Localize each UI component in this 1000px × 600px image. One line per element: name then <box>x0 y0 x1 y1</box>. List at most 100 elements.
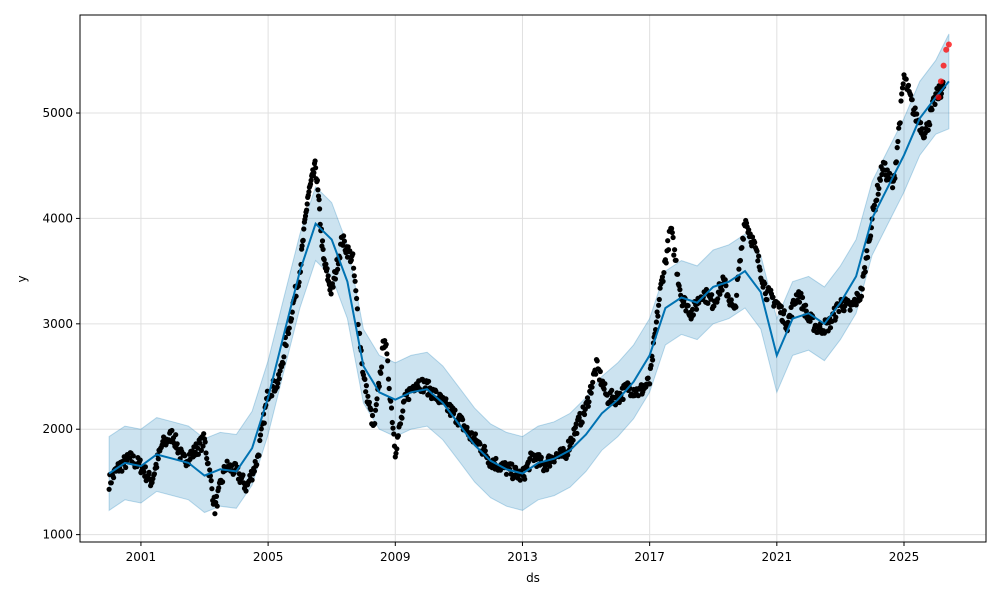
observed-point <box>717 291 723 297</box>
observed-point <box>725 293 731 299</box>
observed-point <box>733 304 739 310</box>
observed-point <box>836 308 842 315</box>
observed-point <box>503 471 510 477</box>
observed-point <box>313 165 319 171</box>
observed-point <box>914 111 920 117</box>
observed-point <box>921 134 928 140</box>
observed-point <box>648 362 654 369</box>
observed-point <box>898 98 904 104</box>
observed-point <box>335 266 341 272</box>
observed-point <box>314 177 320 183</box>
observed-point <box>565 452 571 458</box>
observed-point <box>330 284 336 290</box>
observed-point <box>584 395 591 401</box>
observed-point <box>207 467 213 473</box>
observed-point <box>315 187 321 193</box>
observed-point <box>372 421 378 427</box>
observed-point <box>589 384 595 390</box>
observed-point <box>275 380 281 386</box>
observed-point <box>538 454 544 460</box>
observed-point <box>803 302 809 308</box>
observed-point <box>201 431 207 437</box>
observed-point <box>301 226 307 232</box>
observed-point <box>386 385 392 392</box>
observed-point <box>345 244 351 250</box>
observed-point <box>896 125 902 131</box>
observed-point <box>261 420 267 426</box>
observed-point <box>406 396 412 403</box>
y-tick-label: 2000 <box>42 422 73 436</box>
observed-point <box>208 478 214 484</box>
observed-point <box>709 292 715 298</box>
observed-point <box>877 177 884 183</box>
observed-point <box>220 479 226 485</box>
observed-point <box>650 357 656 363</box>
observed-point <box>807 318 813 324</box>
observed-point <box>497 467 503 473</box>
observed-point <box>385 358 391 364</box>
observed-point <box>304 207 310 213</box>
observed-point <box>460 417 466 423</box>
observed-point <box>796 299 803 305</box>
observed-point <box>785 319 791 325</box>
observed-point <box>254 462 260 468</box>
observed-point <box>351 265 357 271</box>
observed-point <box>690 306 696 312</box>
observed-point <box>656 302 662 308</box>
observed-point <box>799 294 806 301</box>
observed-point <box>659 274 666 280</box>
observed-point <box>770 294 776 300</box>
observed-point <box>905 82 912 88</box>
observed-point <box>320 246 326 252</box>
observed-point <box>390 425 396 431</box>
observed-point <box>746 227 752 233</box>
observed-point <box>876 185 882 192</box>
observed-point <box>257 437 263 444</box>
observed-point <box>862 265 868 271</box>
observed-point <box>929 107 935 113</box>
observed-point <box>317 206 323 212</box>
observed-point <box>464 424 470 430</box>
observed-point <box>781 308 787 314</box>
observed-point <box>325 273 331 279</box>
observed-point <box>106 486 112 492</box>
observed-point <box>912 105 918 111</box>
observed-point <box>137 457 143 463</box>
observed-point <box>341 233 347 239</box>
observed-point <box>173 432 179 438</box>
plot-frame <box>79 14 987 543</box>
observed-point <box>864 248 870 254</box>
observed-point <box>224 458 230 464</box>
grid-lines <box>80 15 986 542</box>
trend-line <box>108 80 950 477</box>
observed-point <box>332 276 338 282</box>
observed-point <box>669 230 675 236</box>
observed-point <box>141 469 147 475</box>
observed-point <box>602 381 608 387</box>
observed-point <box>365 393 371 399</box>
observed-point <box>736 266 742 272</box>
observed-point <box>366 399 372 405</box>
observed-point <box>894 145 900 151</box>
observed-point <box>705 300 711 306</box>
observed-point <box>363 383 369 389</box>
observed-point <box>205 460 211 466</box>
observed-point <box>874 197 880 203</box>
observed-point <box>212 511 218 517</box>
observed-point <box>285 330 292 337</box>
observed-point <box>585 403 591 409</box>
observed-point <box>588 390 594 396</box>
observed-point <box>573 421 579 427</box>
observed-point <box>119 468 125 474</box>
observed-point <box>665 238 671 244</box>
observed-point <box>311 170 317 176</box>
observed-point <box>827 325 834 331</box>
observed-point <box>277 368 283 374</box>
observed-point <box>108 480 114 486</box>
observed-point <box>675 271 681 277</box>
observed-point <box>661 270 667 276</box>
observed-point <box>919 126 925 132</box>
observed-point <box>803 308 809 314</box>
observed-point <box>123 464 129 471</box>
observed-point <box>899 85 906 91</box>
